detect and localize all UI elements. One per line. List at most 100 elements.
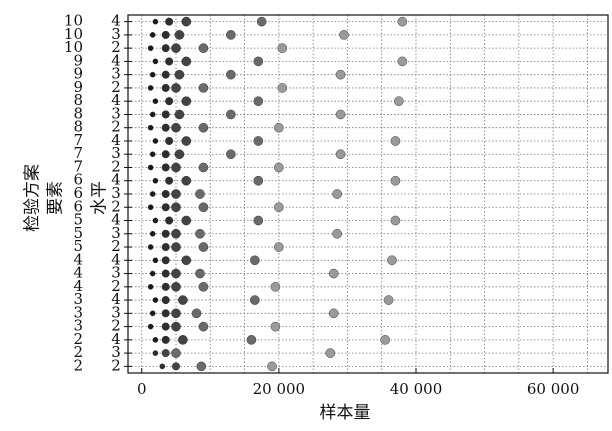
y-tick-label-level: 3: [111, 343, 121, 361]
y-tick-label-level: 4: [111, 51, 121, 69]
y-tick-label-factor: 9: [73, 78, 83, 96]
y-tick-label-level: 3: [111, 104, 121, 122]
y-tick-label-level: 4: [111, 330, 121, 348]
data-point: [195, 268, 205, 279]
data-point: [152, 138, 159, 144]
data-point: [165, 176, 174, 185]
data-point: [390, 175, 401, 186]
y-tick-label-level: 4: [111, 131, 121, 149]
data-point: [390, 136, 401, 146]
data-point: [171, 362, 180, 371]
data-point: [270, 321, 281, 332]
data-point: [226, 109, 236, 120]
data-point: [277, 43, 288, 53]
y-tick-label-level: 2: [111, 277, 121, 295]
data-point: [181, 175, 192, 186]
x-tick-label: 20 000: [253, 380, 306, 398]
data-point: [149, 270, 156, 277]
data-point: [165, 57, 174, 66]
data-point: [181, 136, 192, 146]
data-point: [161, 229, 170, 238]
data-point: [181, 215, 192, 226]
y-tick-label-level: 3: [111, 224, 121, 242]
x-axis-title: 样本量: [320, 403, 371, 423]
y-tick-label-factor: 4: [73, 277, 83, 295]
data-point: [397, 56, 408, 67]
data-point: [198, 282, 209, 292]
y-tick-label-level: 2: [111, 38, 121, 56]
y-tick-label-level: 3: [111, 303, 121, 321]
data-point: [325, 348, 336, 358]
y-tick-label-factor: 8: [73, 104, 83, 122]
data-point: [152, 257, 159, 264]
data-point: [394, 96, 404, 106]
data-point: [171, 162, 181, 173]
data-point: [198, 162, 209, 173]
y-tick-label-factor: 6: [73, 184, 83, 202]
x-tick-label: 0: [137, 380, 147, 398]
y-tick-label-factor: 7: [73, 131, 83, 149]
data-point: [171, 189, 181, 199]
data-point: [161, 83, 170, 92]
y-tick-label-factor: 9: [73, 51, 83, 69]
data-point: [253, 215, 264, 226]
y-tick-label-factor: 8: [73, 91, 83, 109]
data-point: [161, 30, 170, 39]
data-point: [253, 175, 264, 186]
data-point: [198, 83, 209, 93]
data-point: [335, 109, 346, 120]
data-point: [181, 96, 192, 106]
data-point: [171, 43, 181, 53]
y-tick-label-factor: 5: [73, 211, 83, 229]
data-point: [165, 17, 174, 26]
y-tick-label-level: 3: [111, 184, 121, 202]
y-tick-label-level: 4: [111, 91, 121, 109]
data-point: [274, 242, 284, 252]
data-point: [159, 363, 166, 370]
data-point: [161, 110, 170, 119]
data-point: [267, 361, 277, 372]
data-point: [390, 215, 401, 226]
y-tick-label-factor: 5: [73, 224, 83, 242]
data-point: [174, 30, 185, 40]
data-point: [152, 337, 159, 343]
data-point: [171, 308, 181, 319]
data-point: [149, 230, 156, 237]
data-point: [332, 228, 342, 239]
y-tick-label-level: 2: [111, 356, 121, 374]
y-tick-label-factor: 8: [73, 118, 83, 136]
data-point: [152, 217, 159, 224]
y-tick-label-factor: 6: [73, 171, 83, 189]
y-tick-label-factor: 6: [73, 197, 83, 215]
data-point: [332, 189, 342, 199]
data-point: [161, 335, 170, 344]
data-point: [174, 149, 185, 160]
y-tick-label-level: 3: [111, 264, 121, 282]
y-tick-label-level: 2: [111, 118, 121, 136]
y-tick-label-level: 4: [111, 250, 121, 268]
data-point: [253, 96, 264, 106]
data-point: [198, 43, 209, 53]
y-tick-label-factor: 10: [64, 38, 83, 56]
data-point: [171, 268, 181, 279]
y-tick-label-level: 2: [111, 197, 121, 215]
data-point: [165, 136, 174, 145]
data-point: [380, 335, 390, 345]
data-point: [274, 202, 284, 213]
data-point: [253, 136, 264, 146]
data-point: [328, 268, 339, 279]
data-point: [171, 321, 181, 332]
data-point: [171, 83, 181, 93]
data-point: [195, 189, 205, 199]
data-point: [147, 164, 154, 171]
data-point: [149, 71, 156, 78]
data-point: [147, 284, 154, 290]
data-point: [147, 204, 154, 211]
data-point: [178, 295, 188, 305]
data-point: [198, 321, 209, 332]
y-tick-label-factor: 7: [73, 144, 83, 162]
data-point: [339, 30, 349, 40]
data-point: [195, 228, 205, 239]
data-point: [274, 122, 284, 133]
data-point: [171, 122, 181, 133]
